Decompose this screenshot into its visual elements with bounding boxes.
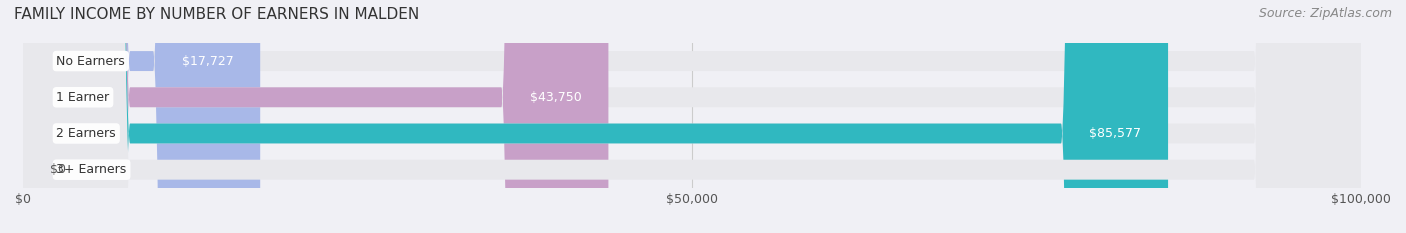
Text: 2 Earners: 2 Earners — [56, 127, 117, 140]
Text: No Earners: No Earners — [56, 55, 125, 68]
FancyBboxPatch shape — [22, 0, 1361, 233]
FancyBboxPatch shape — [22, 0, 1168, 233]
Text: $85,577: $85,577 — [1090, 127, 1142, 140]
FancyBboxPatch shape — [22, 0, 1361, 233]
Text: $17,727: $17,727 — [181, 55, 233, 68]
FancyBboxPatch shape — [22, 0, 609, 233]
FancyBboxPatch shape — [22, 0, 260, 233]
FancyBboxPatch shape — [22, 0, 1361, 233]
Text: 1 Earner: 1 Earner — [56, 91, 110, 104]
Text: $0: $0 — [49, 163, 66, 176]
Text: $43,750: $43,750 — [530, 91, 582, 104]
Text: 3+ Earners: 3+ Earners — [56, 163, 127, 176]
Text: Source: ZipAtlas.com: Source: ZipAtlas.com — [1258, 7, 1392, 20]
FancyBboxPatch shape — [22, 0, 1361, 233]
Text: FAMILY INCOME BY NUMBER OF EARNERS IN MALDEN: FAMILY INCOME BY NUMBER OF EARNERS IN MA… — [14, 7, 419, 22]
